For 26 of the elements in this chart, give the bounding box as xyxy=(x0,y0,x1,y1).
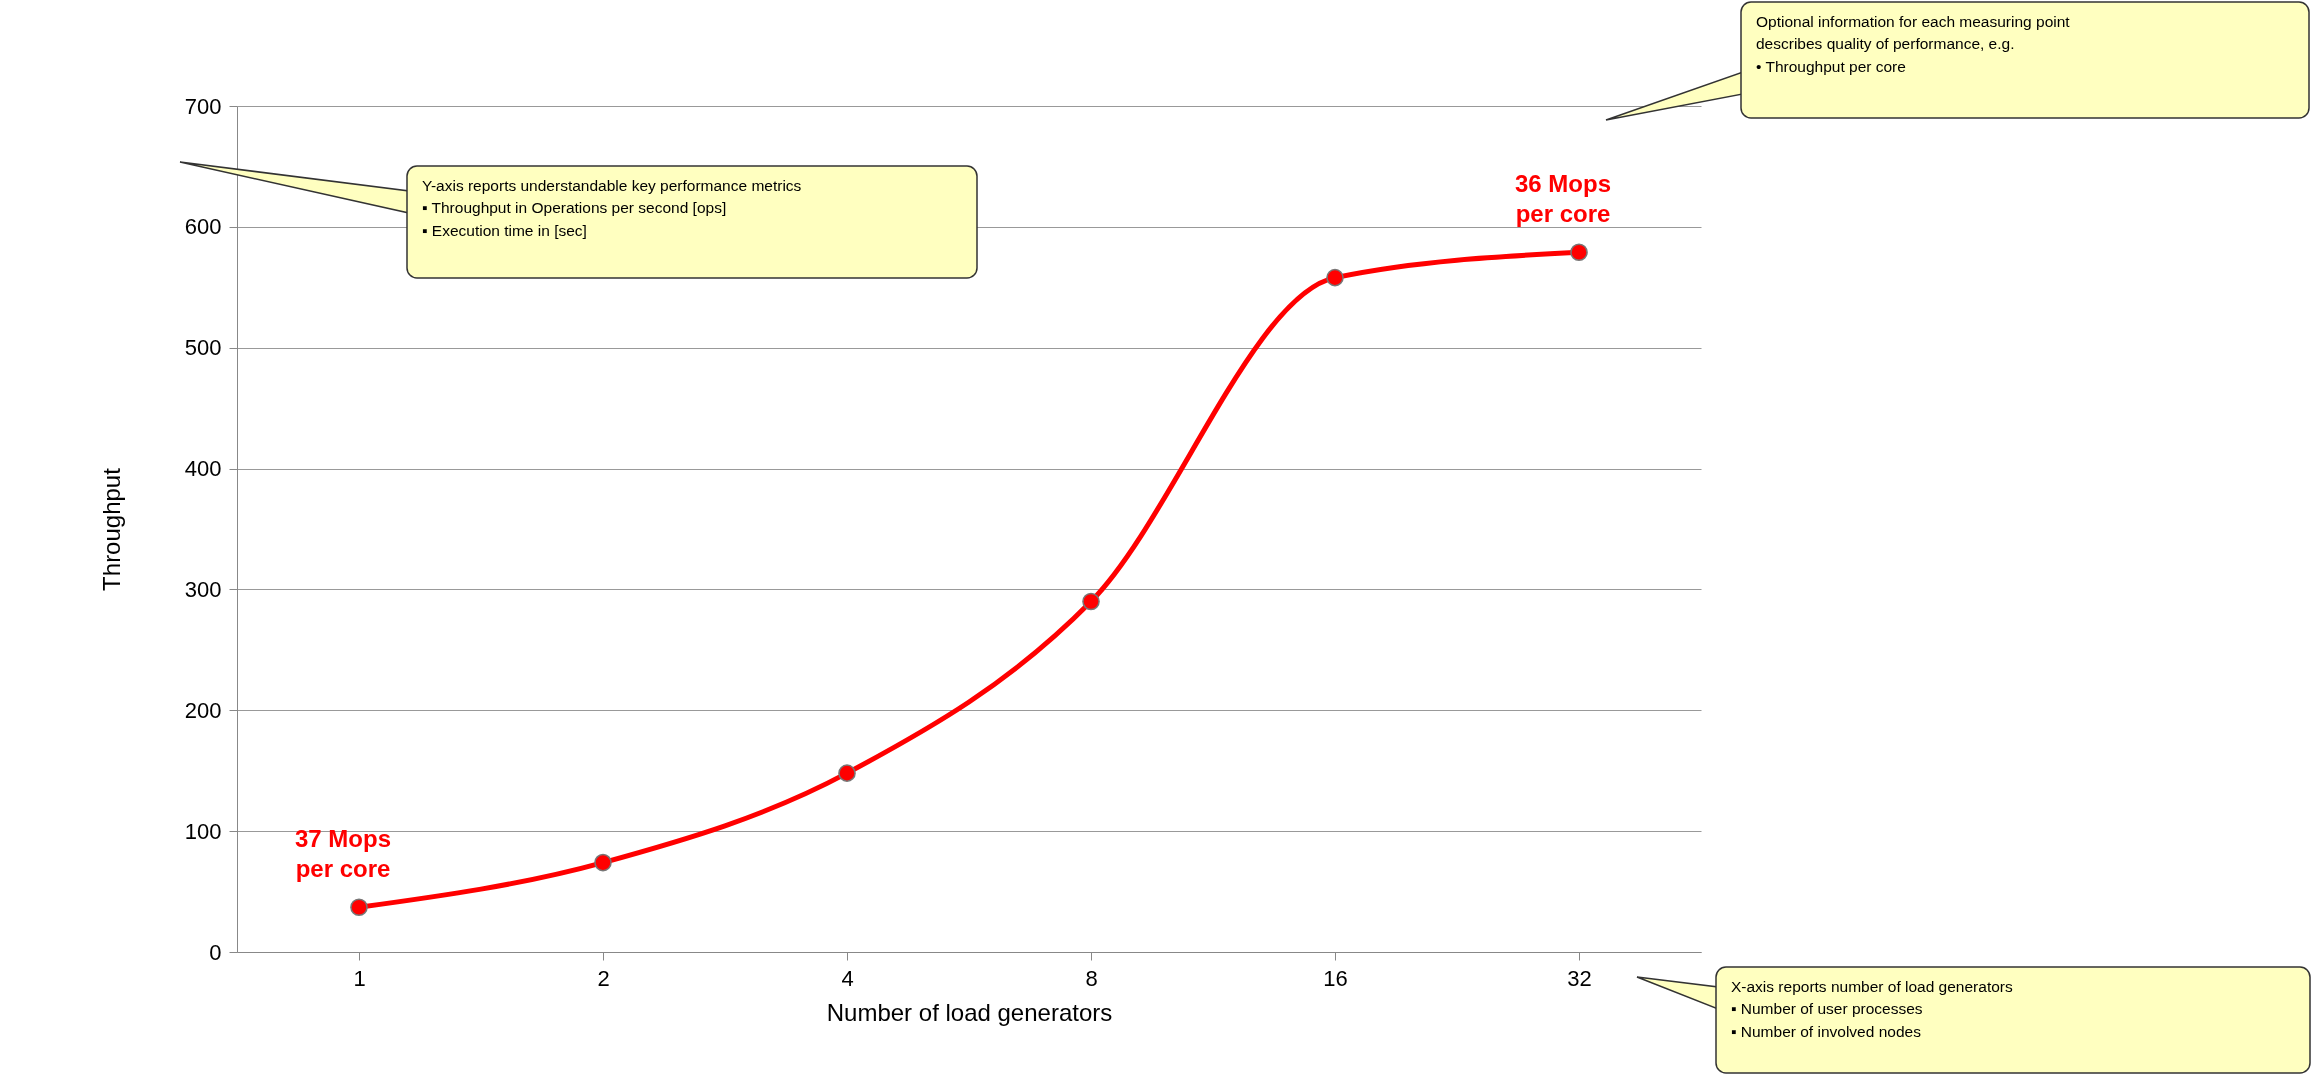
point xyxy=(838,764,856,782)
point xyxy=(350,898,368,917)
y-tick-label: 700 xyxy=(184,93,222,119)
y-axis-title: Throughput xyxy=(97,467,125,591)
annotation: Y-axis reports understandable key performance metrics ▪ Throughput in Operations per second [ops] ▪ Execution time in [sec] xyxy=(407,166,977,278)
x-tick-label: 8 xyxy=(1085,965,1098,991)
y-tick-label: 300 xyxy=(184,576,222,602)
point xyxy=(1082,592,1100,611)
y-tick-label: 500 xyxy=(184,335,222,361)
x-tick-label: 32 xyxy=(1567,965,1592,991)
y-tick-label: 200 xyxy=(184,697,222,723)
annotation: 36 Mops per core xyxy=(1514,170,1612,228)
point xyxy=(1326,268,1344,287)
y-tick-label: 600 xyxy=(184,214,222,240)
y-tick-label: 0 xyxy=(209,939,222,965)
x-tick-label: 1 xyxy=(353,965,366,991)
x-tick-label: 16 xyxy=(1323,965,1348,991)
x-axis-title: Number of load generators xyxy=(826,998,1113,1026)
x-tick-label: 4 xyxy=(841,965,854,991)
point xyxy=(594,853,612,872)
point xyxy=(1570,243,1588,262)
y-tick-label: 100 xyxy=(184,818,222,844)
text: Optional information for each measuring point describes quality of performance, e.g. • Throughput per core xyxy=(1741,2,2309,118)
y-tick-label: 400 xyxy=(184,456,222,482)
x-tick-label: 2 xyxy=(597,965,610,991)
annotation: 37 Mops per core xyxy=(294,825,392,883)
